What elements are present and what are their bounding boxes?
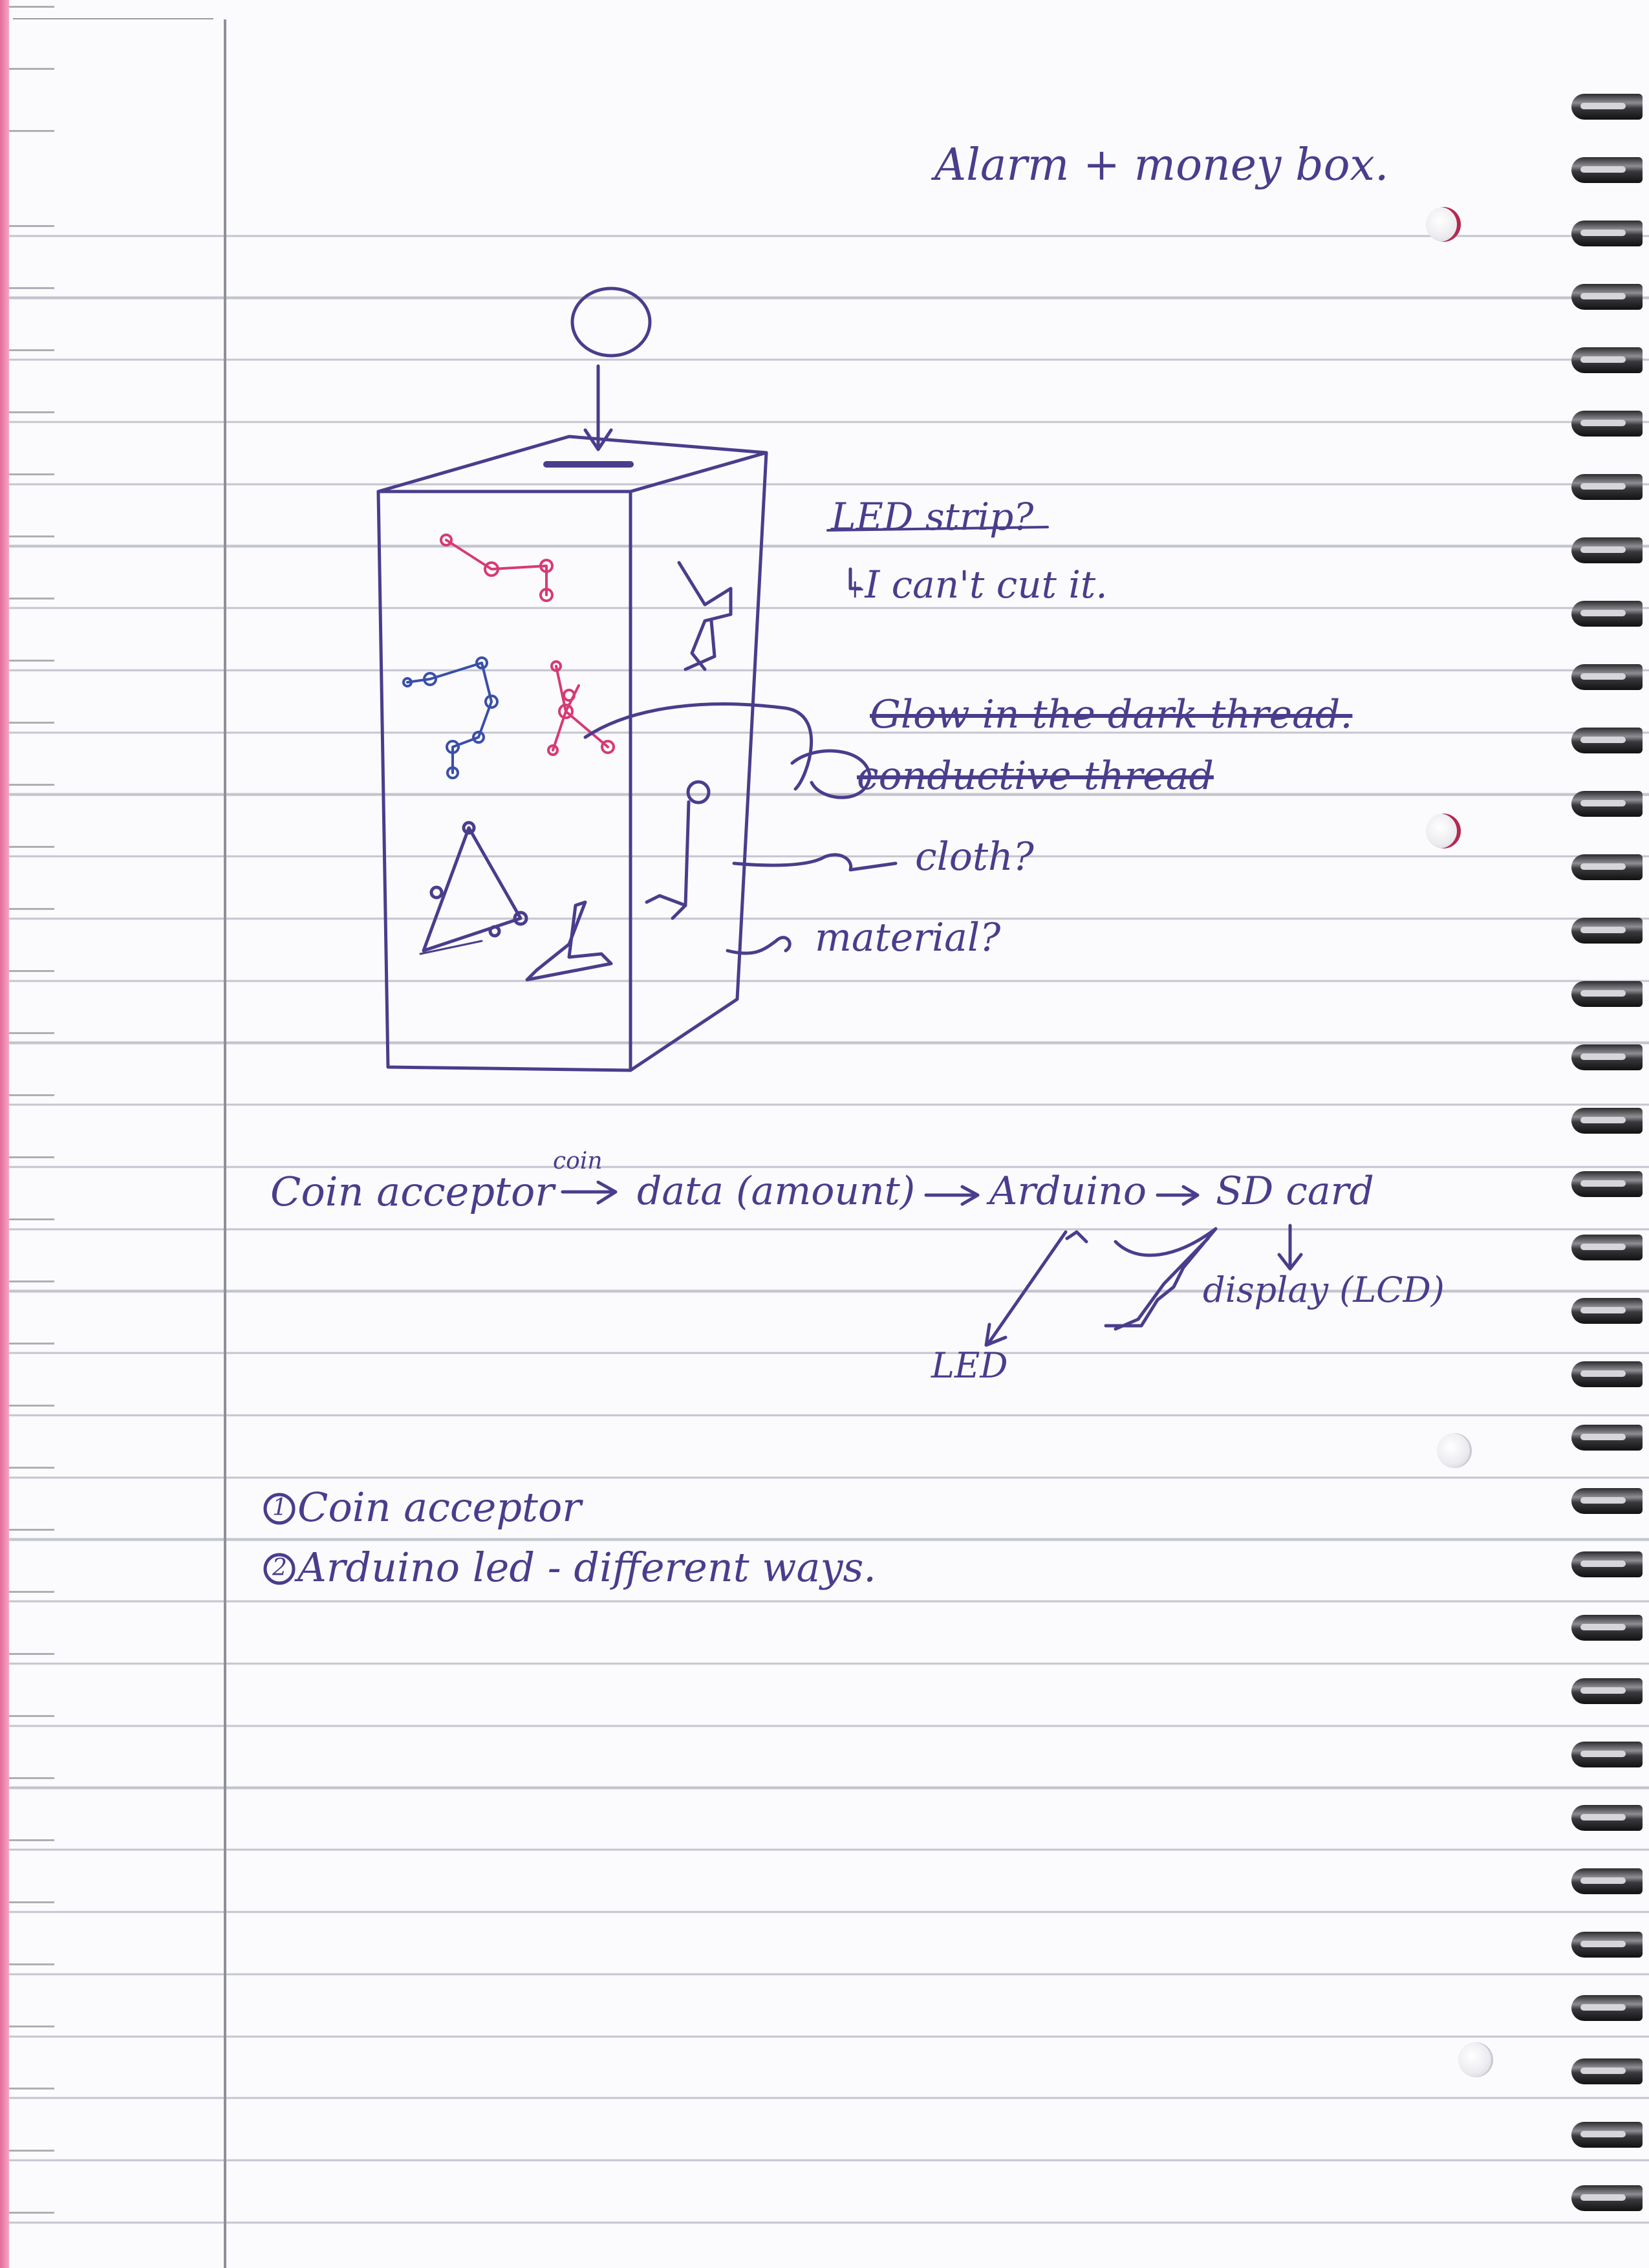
arrow-sd-to-display	[1277, 1224, 1303, 1271]
spiral-coil	[1571, 601, 1643, 627]
spiral-coil	[1571, 1235, 1643, 1260]
box-front	[376, 490, 632, 1072]
spiral-coil	[1571, 411, 1643, 437]
spiral-coil	[1571, 157, 1643, 183]
spiral-coil	[1571, 1171, 1643, 1197]
coin-sketch	[570, 286, 652, 358]
punch-hole	[1426, 207, 1461, 242]
flow-coin-label: coin	[553, 1148, 603, 1174]
punch-hole	[1458, 2042, 1493, 2077]
spiral-coil	[1571, 664, 1643, 690]
side-flap	[645, 800, 691, 920]
spiral-coil	[1571, 2058, 1643, 2084]
note-cant-cut: ˫I can't cut it.	[852, 563, 1108, 607]
spiral-binding	[1565, 0, 1649, 2268]
note-material: material?	[815, 915, 1001, 960]
spiral-coil	[1571, 1425, 1643, 1451]
arrow-arduino-to-sd	[1156, 1185, 1200, 1206]
arrow-data-to-arduino	[924, 1185, 980, 1206]
flow-sd-card: SD card	[1216, 1169, 1374, 1214]
task-2-circle	[263, 1553, 296, 1585]
constellation-triangle	[419, 821, 528, 955]
spiral-coil	[1571, 284, 1643, 310]
margin-ticks	[9, 0, 54, 2268]
arrow-coin-to-data	[561, 1180, 618, 1205]
spiral-coil	[1571, 474, 1643, 500]
side-figure	[677, 561, 733, 671]
spiral-coil	[1571, 918, 1643, 944]
constellation-red-mid	[547, 660, 615, 756]
material-connector	[726, 936, 792, 955]
pink-page-edge	[0, 0, 9, 2268]
spiral-coil	[1571, 854, 1643, 880]
spiral-coil	[1571, 981, 1643, 1007]
side-knob	[686, 780, 711, 805]
spiral-coil	[1571, 728, 1643, 753]
spiral-coil	[1571, 347, 1643, 373]
spiral-coil	[1571, 94, 1643, 120]
spiral-coil	[1571, 1678, 1643, 1704]
tree-shape	[525, 900, 613, 982]
arrow-arduino-to-led	[984, 1230, 1068, 1347]
flow-led: LED	[931, 1345, 1008, 1386]
strike-line	[826, 526, 1049, 532]
spiral-coil	[1571, 537, 1643, 563]
cloth-connector	[732, 853, 898, 872]
punch-hole	[1437, 1433, 1472, 1468]
spiral-coil	[1571, 1551, 1643, 1577]
box-side	[629, 451, 768, 1072]
spiral-coil	[1571, 1488, 1643, 1514]
constellation-red-top	[440, 534, 554, 602]
task-2-number: 2	[272, 1555, 287, 1581]
spiral-coil	[1571, 1044, 1643, 1070]
spiral-coil	[1571, 2122, 1643, 2148]
coin-arrow	[583, 364, 613, 451]
note-glow-thread: Glow in the dark thread.	[870, 692, 1353, 737]
thread-line	[583, 702, 813, 791]
spiral-coil	[1571, 1108, 1643, 1134]
flow-arduino: Arduino	[989, 1169, 1147, 1214]
flow-display: display (LCD)	[1203, 1269, 1445, 1310]
spiral-coil	[1571, 1995, 1643, 2021]
bracket-mark	[848, 567, 862, 590]
task-1-circle	[263, 1493, 296, 1525]
spiral-coil	[1571, 1932, 1643, 1958]
spiral-coil	[1571, 1298, 1643, 1324]
note-cloth: cloth?	[915, 834, 1034, 880]
box-top	[376, 435, 768, 493]
page-header-strip	[0, 0, 1649, 168]
spiral-coil	[1571, 221, 1643, 246]
spiral-coil	[1571, 1742, 1643, 1767]
flow-data-amount: data (amount)	[637, 1169, 916, 1214]
arrow-sd-to-arduino-zigzag	[1104, 1227, 1218, 1331]
task-1-text: Coin acceptor	[297, 1484, 581, 1531]
flow-coin-acceptor: Coin acceptor	[270, 1168, 554, 1215]
note-led-strip: LED strip?	[831, 495, 1034, 539]
thread-loop	[790, 749, 872, 799]
spiral-coil	[1571, 1615, 1643, 1641]
task-1-number: 1	[272, 1495, 287, 1521]
page-title: Alarm + money box.	[934, 140, 1389, 191]
spiral-coil	[1571, 2185, 1643, 2211]
constellation-blue	[402, 656, 499, 779]
task-2-text: Arduino led - different ways.	[297, 1544, 877, 1591]
spiral-coil	[1571, 1868, 1643, 1894]
spiral-coil	[1571, 1361, 1643, 1387]
note-conductive-thread: conductive thread	[857, 753, 1214, 799]
punch-hole	[1426, 814, 1461, 848]
spiral-coil	[1571, 1805, 1643, 1831]
margin-line	[224, 19, 226, 2268]
arduino-caret	[1065, 1230, 1088, 1244]
spiral-coil	[1571, 791, 1643, 817]
